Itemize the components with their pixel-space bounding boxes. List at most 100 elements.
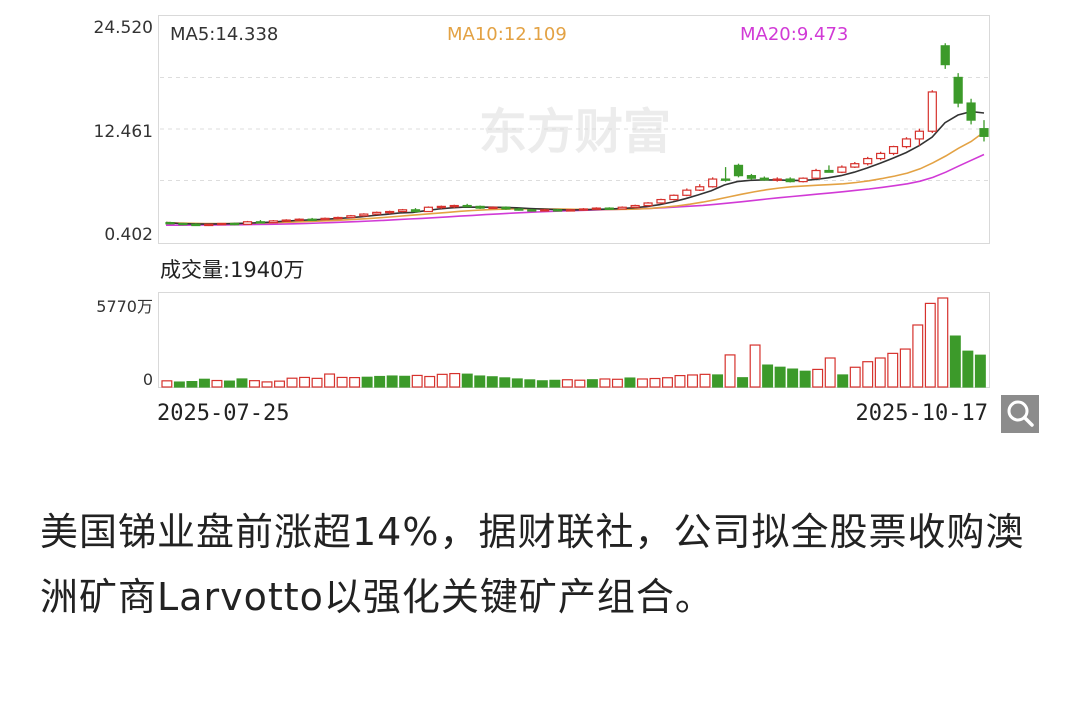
- candle-body: [397, 209, 408, 213]
- volume-bar: [687, 374, 698, 388]
- volume-bar: [211, 379, 223, 388]
- candle-body: [850, 163, 860, 168]
- volume-bar: [399, 375, 411, 388]
- candle-body: [708, 178, 718, 188]
- ma10-legend: MA10:12.109: [447, 24, 567, 45]
- candle-body: [359, 213, 369, 217]
- volume-bar: [236, 378, 248, 388]
- y-tick-low: 0.402: [104, 225, 153, 245]
- volume-bar: [336, 376, 348, 388]
- candle-body: [410, 209, 421, 213]
- candle-body: [888, 146, 899, 155]
- volume-bar: [549, 379, 561, 388]
- news-text: 美国锑业盘前涨超14%，据财联社，公司拟全股票收购澳洲矿商Larvotto以强化…: [40, 510, 1025, 619]
- volume-bar: [461, 373, 473, 388]
- volume-bar: [536, 380, 548, 388]
- volume-title: 成交量:1940万: [160, 258, 305, 282]
- candle-body: [553, 209, 563, 212]
- candle-body: [540, 209, 550, 212]
- volume-bar: [912, 324, 924, 388]
- volume-bar: [374, 375, 386, 388]
- candle-body: [423, 206, 434, 213]
- volume-bar: [324, 373, 336, 388]
- candle-body: [320, 217, 330, 221]
- volume-bar: [636, 378, 648, 388]
- candle-body: [927, 91, 937, 132]
- candle-body: [682, 189, 692, 196]
- candle-body: [178, 222, 188, 226]
- candle-body: [772, 178, 782, 181]
- volume-bar: [198, 378, 210, 388]
- vol-tick-high: 5770万: [96, 297, 153, 316]
- volume-bars: [161, 297, 986, 388]
- volume-bar: [574, 379, 586, 388]
- volume-bar: [424, 375, 436, 388]
- candle-body: [165, 222, 175, 225]
- volume-bar: [486, 376, 498, 388]
- volume-bar: [774, 366, 786, 388]
- volume-bar: [712, 374, 724, 388]
- volume-bar: [511, 378, 523, 388]
- candle-body: [824, 169, 834, 173]
- candle-body: [759, 177, 769, 181]
- candle-body: [940, 45, 950, 66]
- volume-bar: [524, 379, 536, 388]
- volume-bar: [812, 368, 824, 388]
- candle-body: [488, 206, 498, 210]
- candle-body: [953, 76, 963, 104]
- candle-body: [449, 204, 459, 208]
- candle-body: [876, 152, 886, 160]
- candle-body: [514, 208, 524, 211]
- volume-bar: [561, 379, 573, 388]
- volume-bar: [249, 380, 260, 388]
- candle-body: [630, 204, 640, 208]
- candle-body: [204, 223, 214, 227]
- candle-body: [191, 223, 201, 227]
- candle-body: [720, 178, 731, 181]
- candle-body: [578, 208, 589, 211]
- volume-bar: [674, 374, 686, 388]
- candle-body: [643, 202, 653, 207]
- candle-body: [372, 211, 382, 215]
- volume-bar: [599, 378, 611, 388]
- volume-bar: [311, 377, 323, 388]
- candle-body: [746, 175, 757, 179]
- candle-body: [333, 216, 343, 220]
- volume-bar: [349, 376, 361, 388]
- candle-body: [785, 178, 795, 183]
- vol-tick-zero: 0: [143, 370, 153, 389]
- volume-bar: [837, 374, 849, 388]
- volume-bar: [411, 374, 423, 388]
- volume-bar: [474, 375, 486, 388]
- candle-body: [281, 219, 291, 222]
- candle-body: [462, 204, 472, 208]
- y-tick-mid: 12.461: [94, 122, 153, 142]
- volume-bar: [624, 377, 636, 388]
- ma20-legend: MA20:9.473: [740, 24, 848, 45]
- volume-bar: [862, 361, 874, 388]
- candle-body: [501, 206, 511, 210]
- date-start: 2025-07-25: [157, 401, 289, 426]
- volume-bar: [724, 354, 736, 388]
- volume-bar: [899, 348, 911, 388]
- volume-bar: [962, 350, 974, 388]
- volume-bar: [436, 373, 448, 388]
- search-button[interactable]: [1001, 395, 1039, 433]
- candle-body: [669, 194, 679, 201]
- volume-bar: [799, 370, 811, 388]
- volume-bar: [824, 357, 836, 388]
- volume-bar: [286, 377, 298, 388]
- candle-body: [346, 215, 356, 219]
- volume-bar: [586, 379, 598, 388]
- candle-body: [837, 166, 847, 173]
- volume-bar: [611, 378, 623, 388]
- candle-body: [617, 206, 627, 210]
- volume-bar: [699, 373, 711, 388]
- ma20-line: [166, 153, 985, 226]
- volume-bar: [924, 302, 936, 388]
- volume-bar: [386, 375, 398, 388]
- date-end: 2025-10-17: [856, 401, 988, 426]
- candle-body: [604, 207, 614, 210]
- candle-body: [255, 221, 266, 224]
- volume-bar: [499, 377, 511, 388]
